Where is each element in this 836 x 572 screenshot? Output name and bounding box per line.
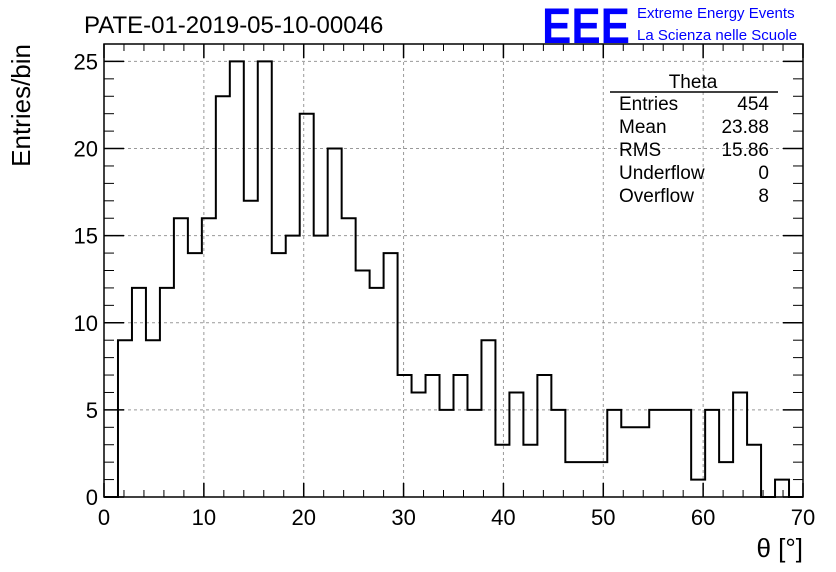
y-axis-label: Entries/bin [6, 44, 36, 167]
axis-ticks [103, 43, 804, 498]
stats-row-label: Overflow [619, 186, 694, 207]
x-tick-labels: 0 10 20 30 40 50 60 70 [98, 505, 815, 530]
stats-box-title: Theta [669, 72, 718, 93]
y-tick-label: 0 [86, 485, 98, 510]
logo-line-1: Extreme Energy Events [637, 5, 795, 22]
x-axis-label: θ [°] [756, 533, 803, 563]
y-tick-label: 25 [74, 49, 98, 74]
x-tick-label: 70 [791, 505, 815, 530]
stats-box-rows: Entries 454 Mean 23.88 RMS 15.86 Underflow 0 Ove… [619, 94, 769, 207]
y-tick-labels: 0 5 10 15 20 25 [74, 49, 98, 510]
stats-row-label: Entries [619, 94, 678, 115]
x-tick-label: 10 [192, 505, 216, 530]
x-tick-label: 20 [291, 505, 315, 530]
stats-box: Theta Entries 454 Mean 23.88 RMS 15.86 Underfl… [610, 72, 778, 207]
stats-row-value: 0 [758, 163, 769, 184]
eee-logo: EEE Extreme Energy Events La Scienza nel… [542, 0, 797, 54]
chart-title: PATE-01-2019-05-10-00046 [84, 12, 383, 39]
x-tick-label: 50 [591, 505, 615, 530]
y-tick-label: 10 [74, 311, 98, 336]
y-tick-label: 20 [74, 137, 98, 162]
x-tick-label: 30 [391, 505, 415, 530]
stats-row-value: 8 [758, 186, 769, 207]
y-tick-label: 5 [86, 398, 98, 423]
stats-row-label: RMS [619, 140, 661, 161]
stats-row-label: Mean [619, 117, 667, 138]
stats-row-value: 23.88 [721, 117, 769, 138]
x-tick-label: 0 [98, 505, 110, 530]
logo-line-2: La Scienza nelle Scuole [637, 27, 797, 44]
eee-logo-mark: EEE [542, 0, 630, 54]
stats-row-value: 454 [737, 94, 769, 115]
stats-row-label: Underflow [619, 163, 705, 184]
histogram-outline [104, 60, 803, 498]
stats-row-value: 15.86 [721, 140, 769, 161]
x-tick-label: 40 [491, 505, 515, 530]
x-tick-label: 60 [691, 505, 715, 530]
y-tick-label: 15 [74, 224, 98, 249]
